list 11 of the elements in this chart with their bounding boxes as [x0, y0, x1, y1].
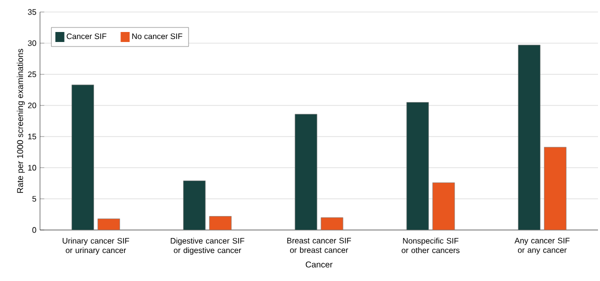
bar — [406, 102, 429, 230]
bar — [98, 218, 120, 230]
bar — [183, 180, 206, 230]
bar — [72, 84, 94, 230]
bar — [432, 182, 455, 230]
x-axis-title: Cancer — [306, 262, 332, 268]
bar — [209, 216, 232, 230]
bar — [544, 146, 566, 230]
bar — [294, 114, 318, 230]
y-axis-title: Rate per 1000 screening examinations — [16, 48, 25, 193]
bar — [518, 44, 540, 230]
